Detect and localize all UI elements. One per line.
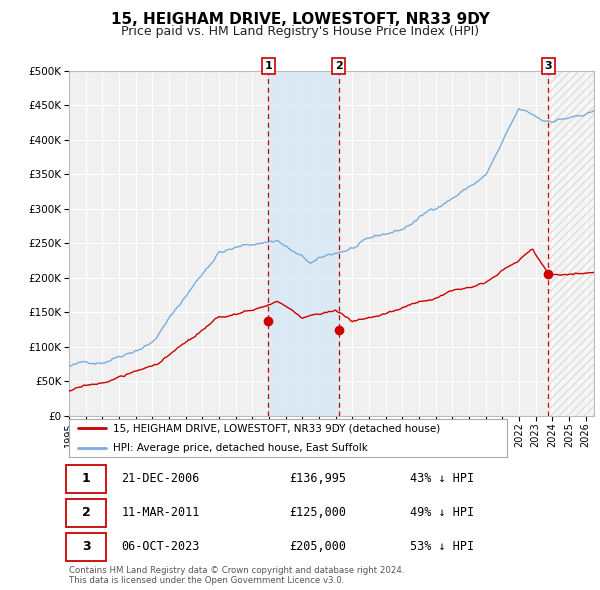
Text: 43% ↓ HPI: 43% ↓ HPI xyxy=(410,472,475,485)
Text: 1: 1 xyxy=(265,61,272,71)
Text: 2: 2 xyxy=(335,61,343,71)
Bar xyxy=(548,71,594,416)
Text: £125,000: £125,000 xyxy=(290,506,347,519)
Text: 1: 1 xyxy=(82,472,91,485)
Text: 11-MAR-2011: 11-MAR-2011 xyxy=(121,506,200,519)
Text: 06-OCT-2023: 06-OCT-2023 xyxy=(121,540,200,553)
FancyBboxPatch shape xyxy=(67,465,106,493)
Text: 53% ↓ HPI: 53% ↓ HPI xyxy=(410,540,475,553)
Text: 2: 2 xyxy=(82,506,91,519)
Text: 3: 3 xyxy=(82,540,91,553)
Text: Price paid vs. HM Land Registry's House Price Index (HPI): Price paid vs. HM Land Registry's House … xyxy=(121,25,479,38)
Text: HPI: Average price, detached house, East Suffolk: HPI: Average price, detached house, East… xyxy=(113,442,368,453)
FancyBboxPatch shape xyxy=(67,499,106,527)
Text: 3: 3 xyxy=(545,61,553,71)
Text: 49% ↓ HPI: 49% ↓ HPI xyxy=(410,506,475,519)
Text: Contains HM Land Registry data © Crown copyright and database right 2024.
This d: Contains HM Land Registry data © Crown c… xyxy=(69,566,404,585)
Text: 15, HEIGHAM DRIVE, LOWESTOFT, NR33 9DY: 15, HEIGHAM DRIVE, LOWESTOFT, NR33 9DY xyxy=(110,12,490,27)
Text: 21-DEC-2006: 21-DEC-2006 xyxy=(121,472,200,485)
Text: £205,000: £205,000 xyxy=(290,540,347,553)
Text: 15, HEIGHAM DRIVE, LOWESTOFT, NR33 9DY (detached house): 15, HEIGHAM DRIVE, LOWESTOFT, NR33 9DY (… xyxy=(113,424,440,434)
Text: £136,995: £136,995 xyxy=(290,472,347,485)
FancyBboxPatch shape xyxy=(67,533,106,561)
